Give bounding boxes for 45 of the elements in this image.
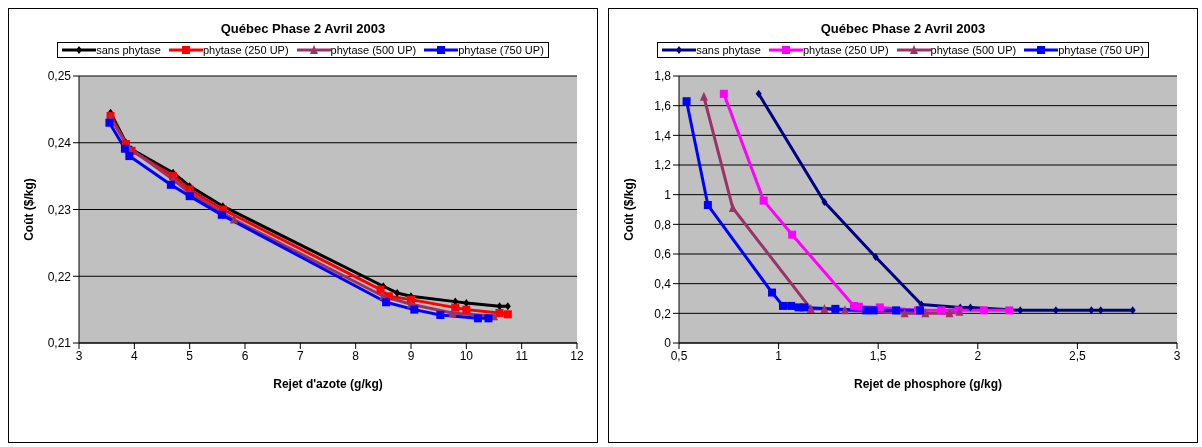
x-tick-label: 2 [974,348,982,363]
y-tick-label: 1,8 [654,69,672,84]
y-tick-label: 0 [664,336,672,351]
y-tick-label: 0,21 [47,336,72,351]
x-tick-label: 10 [459,348,474,363]
y-axis-title: Coût ($/kg) [22,178,37,241]
x-tick-label: 9 [407,348,415,363]
legend-label: sans phytase [96,44,161,56]
legend-label: phytase (250 UP) [803,44,889,56]
y-tick-label: 0,4 [654,276,672,291]
y-axis-title: Coût ($/kg) [622,178,637,241]
x-tick-label: 1 [775,348,783,363]
x-tick-label: 0,5 [670,348,688,363]
y-tick-label: 0,23 [47,202,72,217]
y-tick-label: 0,22 [47,269,72,284]
chart-title: Québec Phase 2 Avril 2003 [819,21,987,36]
x-axis-title: Rejet d'azote (g/kg) [273,377,383,391]
y-tick-label: 0,24 [47,136,72,151]
legend-label: phytase (500 UP) [930,44,1017,56]
y-tick-label: 0,8 [654,217,672,232]
y-tick-label: 0,6 [654,247,672,262]
x-tick-label: 11 [515,348,529,363]
legend-label: phytase (750 UP) [458,44,544,56]
x-tick-label: 5 [186,348,194,363]
x-tick-label: 8 [352,348,360,363]
legend-label: phytase (250 UP) [203,44,289,56]
legend-label: phytase (750 UP) [1058,44,1144,56]
y-tick-label: 0,2 [654,306,672,321]
x-tick-label: 3 [75,348,83,363]
y-tick-label: 1 [664,187,672,202]
y-tick-label: 1,4 [654,128,672,143]
x-tick-label: 1,5 [869,348,887,363]
legend-label: sans phytase [696,44,761,56]
x-axis-title: Rejet de phosphore (g/kg) [853,377,1003,391]
x-tick-label: 4 [130,348,138,363]
x-tick-label: 3 [1173,348,1181,363]
chart-title: Québec Phase 2 Avril 2003 [219,21,387,36]
y-tick-label: 1,2 [654,158,672,173]
x-tick-label: 7 [296,348,304,363]
x-tick-label: 6 [241,348,249,363]
y-tick-label: 0,25 [47,69,72,84]
x-tick-label: 2,5 [1069,348,1087,363]
legend-label: phytase (500 UP) [330,44,417,56]
y-tick-label: 1,6 [654,98,672,113]
x-tick-label: 12 [570,348,584,363]
